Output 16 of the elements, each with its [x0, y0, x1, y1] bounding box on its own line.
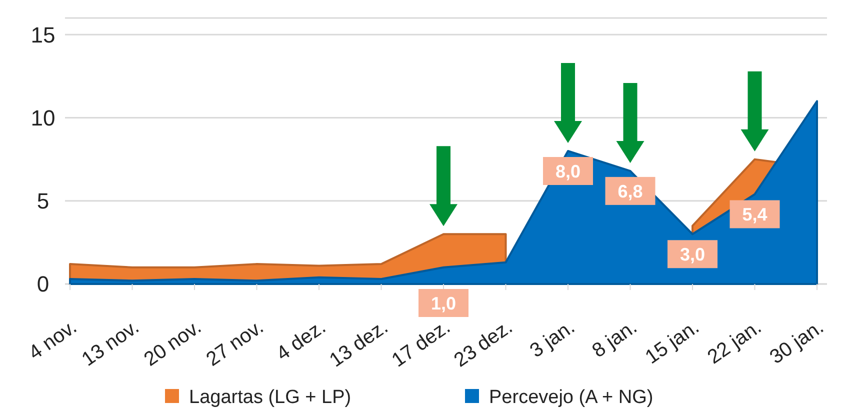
y-tick-label: 15 — [30, 22, 56, 48]
y-tick-label: 5 — [36, 188, 50, 214]
x-tick-label: 15 jan. — [642, 316, 704, 369]
data-label: 8,0 — [555, 161, 581, 182]
y-tick-label: 0 — [36, 272, 50, 297]
legend-label: Percevejo (A + NG) — [489, 387, 654, 408]
x-tick-label: 22 jan. — [704, 316, 766, 369]
y-tick-label: 10 — [30, 105, 56, 130]
data-label: 1,0 — [430, 293, 456, 314]
data-label: 3,0 — [680, 244, 706, 264]
legend-label: Lagartas (LG + LP) — [189, 387, 352, 408]
x-tick-label: 8 jan. — [588, 316, 642, 362]
data-label: 6,8 — [618, 181, 643, 202]
x-tick-label: 3 jan. — [526, 316, 579, 362]
x-tick-label: 30 jan. — [766, 316, 828, 369]
data-label: 5,4 — [742, 204, 768, 225]
